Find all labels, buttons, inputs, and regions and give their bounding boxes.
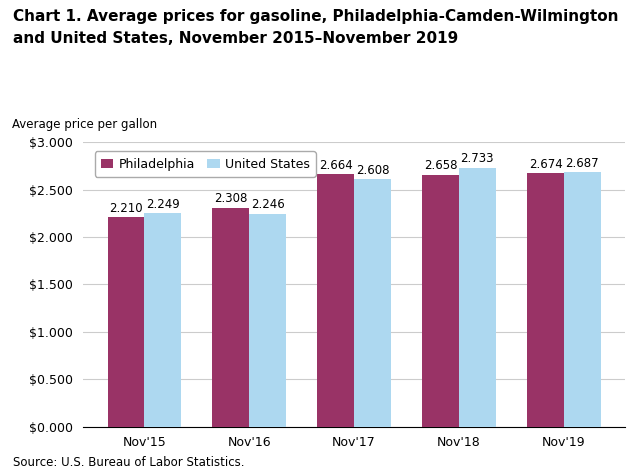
Text: 2.210: 2.210 (109, 202, 143, 215)
Text: Source: U.S. Bureau of Labor Statistics.: Source: U.S. Bureau of Labor Statistics. (13, 456, 244, 469)
Text: and United States, November 2015–November 2019: and United States, November 2015–Novembe… (13, 31, 458, 46)
Text: 2.246: 2.246 (251, 198, 285, 211)
Text: 2.308: 2.308 (214, 192, 248, 205)
Bar (108, 217, 144, 427)
Bar (144, 213, 181, 427)
Bar (354, 179, 391, 427)
Text: 2.733: 2.733 (461, 152, 494, 165)
Bar (422, 174, 459, 427)
Legend: Philadelphia, United States: Philadelphia, United States (94, 151, 316, 177)
Text: 2.674: 2.674 (529, 158, 562, 171)
Text: Average price per gallon: Average price per gallon (13, 118, 158, 131)
Bar (564, 172, 600, 427)
Bar (249, 214, 286, 427)
Text: 2.664: 2.664 (319, 159, 353, 172)
Text: Chart 1. Average prices for gasoline, Philadelphia-Camden-Wilmington: Chart 1. Average prices for gasoline, Ph… (13, 9, 618, 25)
Text: 2.658: 2.658 (424, 159, 457, 172)
Bar (317, 174, 354, 427)
Text: 2.687: 2.687 (565, 156, 599, 170)
Text: 2.249: 2.249 (146, 198, 179, 211)
Bar (459, 167, 496, 427)
Bar (527, 173, 564, 427)
Bar (212, 208, 249, 427)
Text: 2.608: 2.608 (356, 164, 389, 177)
